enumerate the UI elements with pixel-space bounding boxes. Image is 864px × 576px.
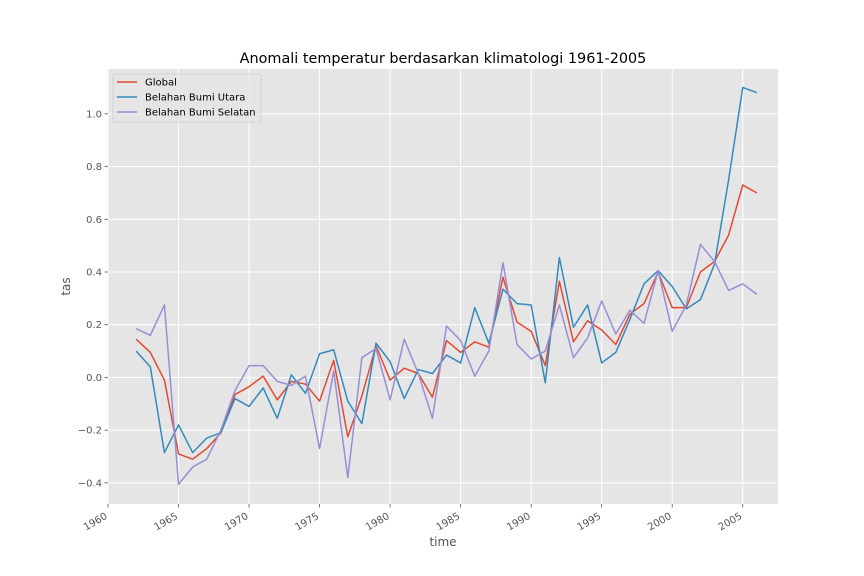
y-tick-label: 0.4 [86, 268, 102, 279]
x-axis-label: time [429, 535, 456, 549]
y-tick-label: 0.8 [86, 162, 102, 173]
legend: Global Belahan Bumi Utara Belahan Bumi Sel… [112, 73, 262, 123]
y-tick-label: 1.0 [86, 109, 102, 120]
y-axis-ticks: −0.4 −0.2 0.0 0.2 0.4 0.6 0.8 1.0 [78, 109, 108, 489]
plot-area [108, 69, 778, 504]
y-tick-label: −0.2 [78, 426, 102, 437]
grid-lines [107, 69, 778, 504]
y-tick-label: −0.4 [78, 478, 102, 489]
y-tick-label: 0.0 [86, 373, 102, 384]
legend-label: Global [145, 78, 177, 89]
chart-title: Anomali temperatur berdasarkan klimatolo… [240, 51, 647, 67]
legend-label: Belahan Bumi Selatan [145, 108, 256, 119]
y-axis-label: tas [59, 277, 73, 295]
series-line-1 [135, 184, 758, 460]
legend-label: Belahan Bumi Utara [145, 93, 245, 104]
y-tick-label: 0.6 [86, 215, 102, 226]
y-tick-label: 0.2 [86, 320, 102, 331]
legend-box [112, 73, 262, 123]
series-line-3 [135, 243, 758, 485]
series-lines [135, 86, 758, 485]
series-line-2 [135, 86, 758, 454]
